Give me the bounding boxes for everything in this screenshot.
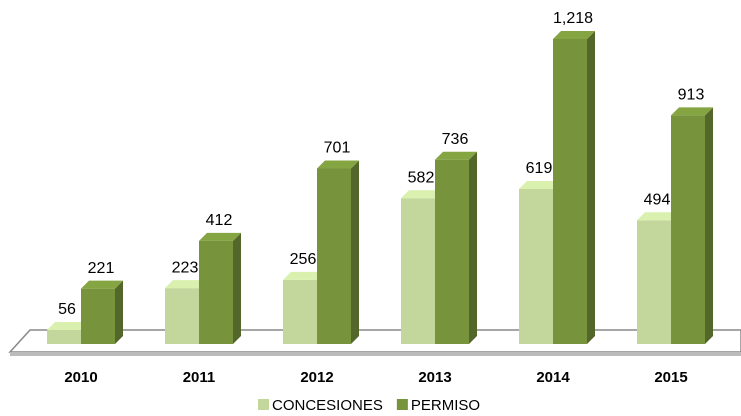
bar-top xyxy=(435,151,477,160)
bar xyxy=(317,168,351,344)
bar xyxy=(553,39,587,344)
data-label: 736 xyxy=(442,131,469,148)
x-tick-label: 2015 xyxy=(654,369,687,386)
bar-top xyxy=(519,180,561,189)
data-label: 221 xyxy=(88,260,115,277)
legend-swatch xyxy=(396,399,408,410)
bar-side xyxy=(587,31,595,344)
data-label: 913 xyxy=(678,87,705,104)
bar-top xyxy=(283,271,325,280)
x-tick-label: 2012 xyxy=(300,369,333,386)
bar-top xyxy=(165,280,207,289)
bar-side xyxy=(705,107,713,344)
bar xyxy=(671,115,705,344)
bar-top xyxy=(81,280,123,289)
x-tick-label: 2011 xyxy=(183,369,216,386)
data-label: 619 xyxy=(526,160,553,177)
data-label: 223 xyxy=(172,259,199,276)
bar xyxy=(47,329,81,344)
bar xyxy=(401,198,435,344)
data-label: 256 xyxy=(290,251,317,268)
x-tick-label: 2010 xyxy=(64,369,97,386)
legend-label: CONCESIONES xyxy=(272,397,383,414)
data-label: 412 xyxy=(206,212,233,229)
bar xyxy=(81,288,115,344)
bar-side xyxy=(233,232,241,344)
bar-top xyxy=(317,160,359,169)
bar xyxy=(199,240,233,344)
bar xyxy=(435,159,469,344)
data-label: 701 xyxy=(324,140,351,157)
x-tick-label: 2014 xyxy=(536,369,570,386)
bar-side xyxy=(469,151,477,344)
floor-edge xyxy=(10,352,741,356)
bar-top xyxy=(47,321,89,330)
bar-top xyxy=(401,190,443,199)
x-tick-label: 2013 xyxy=(418,369,451,386)
legend-label: PERMISO xyxy=(411,397,480,414)
bar-top xyxy=(671,107,713,116)
data-label: 1,218 xyxy=(553,10,593,27)
bar xyxy=(283,279,317,344)
data-label: 494 xyxy=(644,192,671,209)
bar xyxy=(165,288,199,344)
bar xyxy=(637,220,671,344)
bar-top xyxy=(637,212,679,221)
data-label: 56 xyxy=(58,301,76,318)
bar-side xyxy=(351,160,359,344)
bar-top xyxy=(199,232,241,241)
bar xyxy=(519,188,553,344)
bar-side xyxy=(115,280,123,344)
bar-top xyxy=(553,31,595,39)
legend-swatch xyxy=(258,399,269,410)
data-label: 582 xyxy=(408,169,435,186)
